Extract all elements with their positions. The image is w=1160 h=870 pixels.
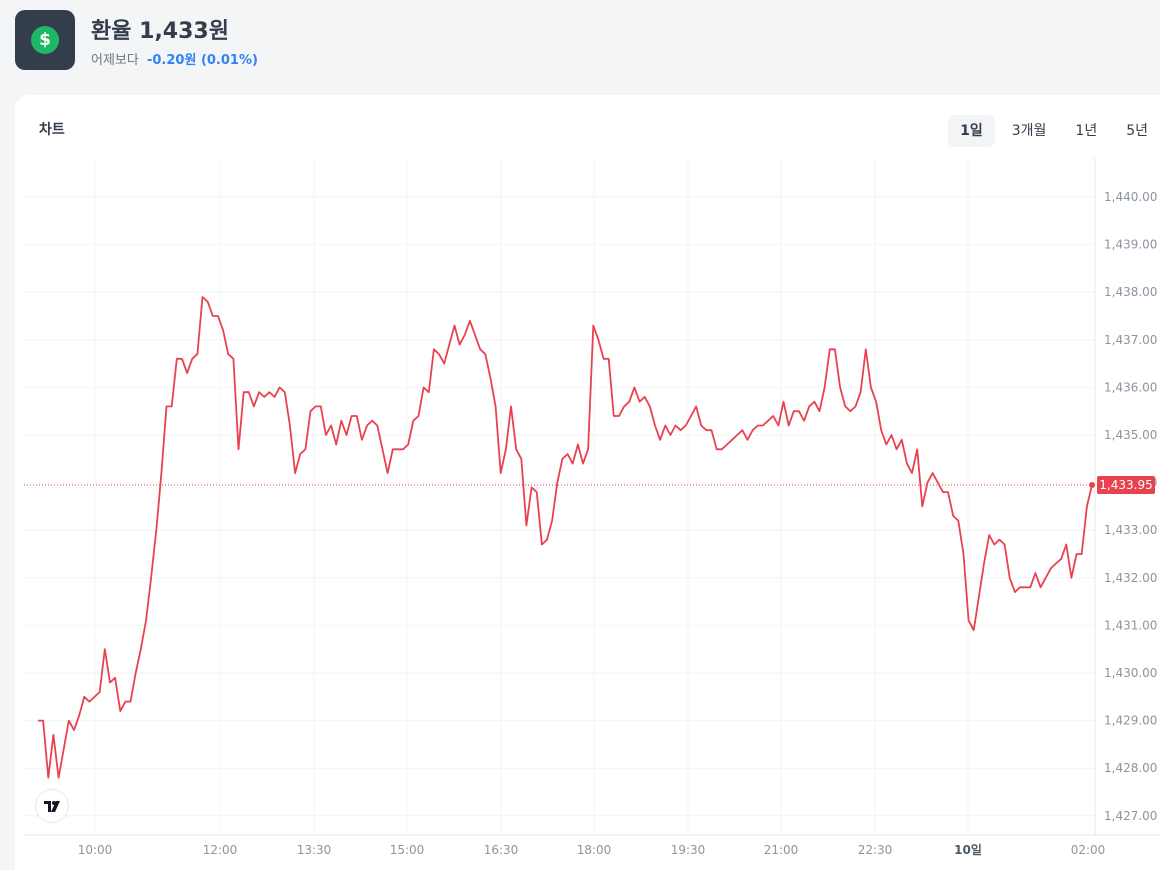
x-tick-label: 21:00 xyxy=(764,843,799,857)
app-icon: $ xyxy=(15,10,75,70)
x-tick-label: 10:00 xyxy=(78,843,113,857)
range-button-1y[interactable]: 1년 xyxy=(1075,123,1098,139)
x-tick-label: 19:30 xyxy=(671,843,706,857)
y-tick-label: 1,428.00 xyxy=(1104,761,1157,775)
header: $ 환율 1,433원 어제보다 -0.20원 (0.01%) xyxy=(15,10,615,70)
x-tick-label: 02:00 xyxy=(1071,843,1106,857)
x-tick-label: 12:00 xyxy=(203,843,238,857)
current-price-label: 1,433.95 xyxy=(1099,478,1152,492)
range-button-3m[interactable]: 3개월 xyxy=(1011,123,1047,139)
change-label: 어제보다 xyxy=(91,53,139,68)
y-tick-label: 1,437.00 xyxy=(1104,333,1157,347)
range-selector: 1일 3개월 1년 5년 xyxy=(943,115,1160,147)
y-tick-label: 1,427.00 xyxy=(1104,809,1157,823)
y-tick-label: 1,429.00 xyxy=(1104,714,1157,728)
page-title: 환율 1,433원 xyxy=(91,19,229,44)
y-tick-label: 1,436.00 xyxy=(1104,380,1157,394)
price-line xyxy=(38,296,1093,779)
y-tick-label: 1,433.00 xyxy=(1104,523,1157,537)
y-tick-label: 1,439.00 xyxy=(1104,238,1157,252)
chart-card-title: 차트 xyxy=(39,122,65,138)
y-tick-label: 1,432.00 xyxy=(1104,571,1157,585)
change-summary: 어제보다 -0.20원 (0.01%) xyxy=(91,49,258,68)
y-tick-label: 1,438.00 xyxy=(1104,285,1157,299)
range-button-1d[interactable]: 1일 xyxy=(948,115,995,147)
y-tick-label: 1,430.00 xyxy=(1104,666,1157,680)
y-tick-label: 1,435.00 xyxy=(1104,428,1157,442)
x-tick-label: 15:00 xyxy=(390,843,425,857)
current-price-badge xyxy=(1097,475,1155,494)
x-tick-label: 18:00 xyxy=(577,843,612,857)
tradingview-logo-icon[interactable] xyxy=(36,790,68,822)
range-button-5y[interactable]: 5년 xyxy=(1126,123,1148,139)
y-tick-label: 1,431.00 xyxy=(1104,618,1157,632)
current-price-dot xyxy=(1089,481,1095,488)
y-tick-label: 1,440.00 xyxy=(1104,190,1157,204)
x-tick-label: 10일 xyxy=(954,843,982,857)
x-tick-label: 16:30 xyxy=(484,843,519,857)
dollar-coin-icon: $ xyxy=(31,26,59,54)
x-tick-label: 13:30 xyxy=(297,843,332,857)
change-value: -0.20원 (0.01%) xyxy=(146,53,258,68)
x-tick-label: 22:30 xyxy=(858,843,893,857)
